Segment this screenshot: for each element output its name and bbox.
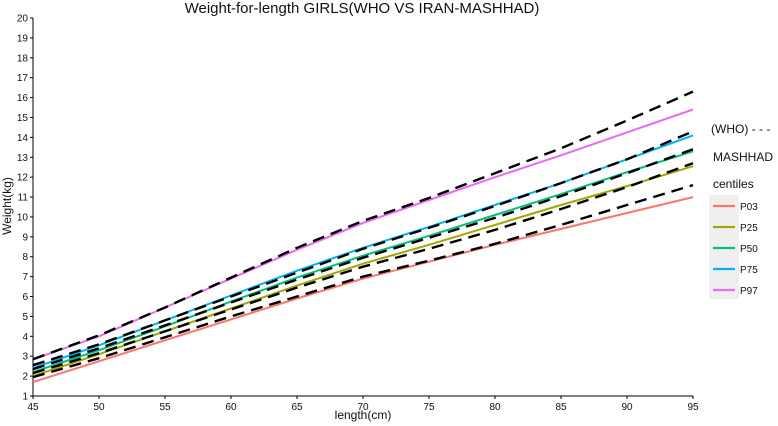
y-tick-label: 18	[17, 53, 29, 64]
mashhad-line-p50	[32, 150, 694, 374]
legend-label-p03: P03	[740, 202, 758, 213]
x-tick-label: 85	[555, 402, 567, 413]
y-tick-label: 11	[18, 193, 29, 204]
y-tick-label: 20	[17, 14, 29, 25]
legend-centiles-title: centiles	[713, 177, 754, 191]
y-tick-label: 2	[22, 372, 28, 383]
y-tick-label: 19	[17, 33, 29, 44]
y-tick-label: 10	[17, 212, 29, 223]
who-line-7	[32, 148, 694, 371]
y-tick-label: 9	[22, 232, 28, 243]
who-line-6	[32, 162, 694, 375]
y-tick-label: 12	[17, 173, 29, 184]
who-line-8	[32, 130, 694, 367]
who-line-9	[32, 90, 694, 361]
x-tick-label: 75	[423, 402, 435, 413]
y-tick-label: 4	[22, 332, 28, 343]
x-tick-label: 55	[159, 402, 171, 413]
y-tick-label: 3	[22, 352, 28, 363]
y-tick-label: 5	[22, 312, 28, 323]
x-tick-label: 65	[291, 402, 303, 413]
y-tick-label: 16	[17, 93, 29, 104]
x-tick-label: 80	[489, 402, 501, 413]
y-axis-label: Weight(kg)	[0, 177, 14, 235]
legend-items: P03 P25 P50 P75 P97	[713, 202, 758, 297]
x-axis-label: length(cm)	[335, 408, 392, 422]
mashhad-line-p03	[32, 196, 694, 384]
legend-label-p50: P50	[740, 244, 758, 255]
legend-label-p75: P75	[740, 265, 758, 276]
y-tick-label: 15	[17, 113, 29, 124]
who-series	[32, 90, 694, 379]
x-tick-label: 50	[93, 402, 105, 413]
legend-who-label: (WHO) - - -	[711, 122, 770, 136]
x-tick-label: 95	[687, 402, 699, 413]
chart-title: Weight-for-length GIRLS(WHO VS IRAN-MASH…	[185, 0, 540, 17]
x-tick-label: 60	[225, 402, 237, 413]
legend-mashhad-label: MASHHAD	[713, 150, 773, 164]
y-tick-label: 14	[17, 133, 29, 144]
legend: (WHO) - - - MASHHAD centiles P03 P25 P50 P7…	[709, 122, 773, 299]
legend-label-p25: P25	[740, 223, 758, 234]
y-tick-label: 7	[22, 272, 28, 283]
y-tick-label: 1	[22, 392, 28, 403]
x-tick-label: 70	[357, 402, 369, 413]
y-tick-label: 17	[17, 73, 29, 84]
y-tick-label: 13	[17, 153, 29, 164]
y-tick-label: 6	[22, 292, 28, 303]
y-tick-label: 8	[22, 252, 28, 263]
x-tick-label: 45	[27, 402, 39, 413]
legend-label-p97: P97	[740, 286, 758, 297]
x-tick-label: 90	[621, 402, 633, 413]
who-line-5	[32, 183, 694, 379]
